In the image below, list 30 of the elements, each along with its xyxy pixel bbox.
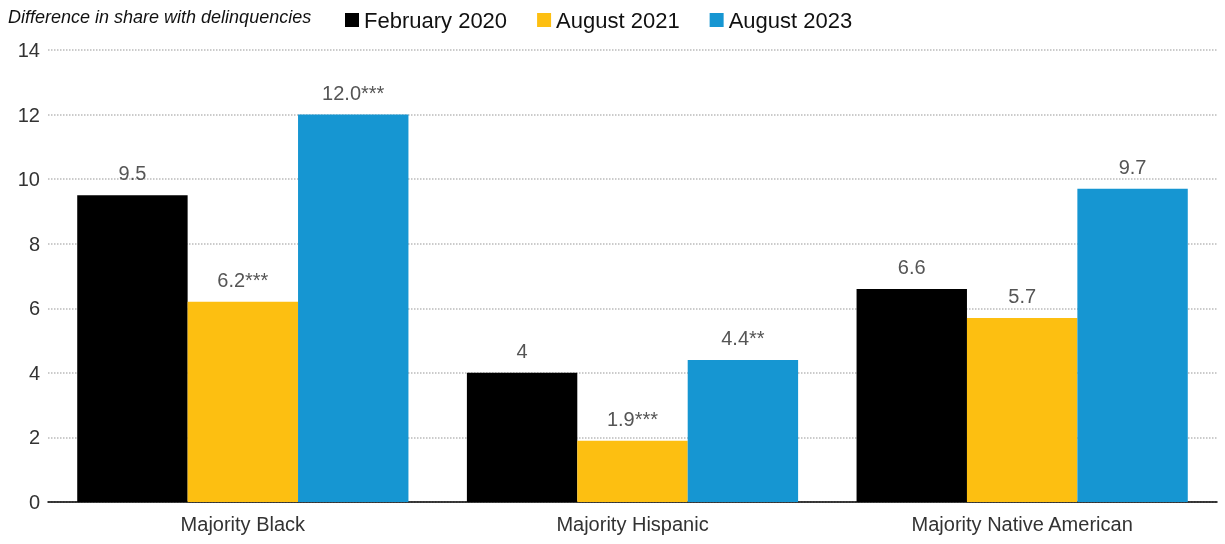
y-tick-label: 4	[28, 361, 40, 384]
x-tick-label: Majority Native American	[911, 513, 1133, 535]
y-tick-label: 6	[28, 297, 40, 320]
legend-label: February 2020	[364, 7, 508, 33]
y-tick-label: 14	[17, 39, 40, 61]
bar	[1077, 188, 1188, 502]
data-label: 9.7	[1118, 155, 1147, 178]
y-tick-label: 12	[17, 103, 40, 126]
y-tick-label: 10	[17, 168, 40, 191]
bar	[298, 114, 409, 502]
y-axis-title: Difference in share with delinquencies	[8, 7, 312, 27]
y-tick-label: 8	[28, 232, 40, 255]
bar	[187, 301, 299, 502]
y-tick-label: 0	[28, 491, 40, 513]
data-label: 1.9***	[606, 407, 659, 430]
legend-label: August 2021	[556, 7, 680, 33]
legend-label: August 2023	[728, 7, 853, 33]
data-label: 12.0***	[322, 81, 385, 104]
y-tick-label: 2	[28, 426, 40, 449]
data-label: 4	[516, 339, 528, 362]
bar	[577, 440, 688, 502]
data-label: 6.6	[897, 255, 926, 278]
bar	[687, 359, 799, 502]
x-tick-label: Majority Hispanic	[556, 513, 709, 535]
data-label: 4.4**	[721, 326, 765, 349]
data-label: 9.5	[118, 162, 147, 185]
bar	[966, 317, 1078, 502]
data-label: 5.7	[1008, 284, 1037, 307]
x-tick-label: Majority Black	[180, 513, 307, 535]
data-label: 6.2***	[217, 268, 269, 291]
